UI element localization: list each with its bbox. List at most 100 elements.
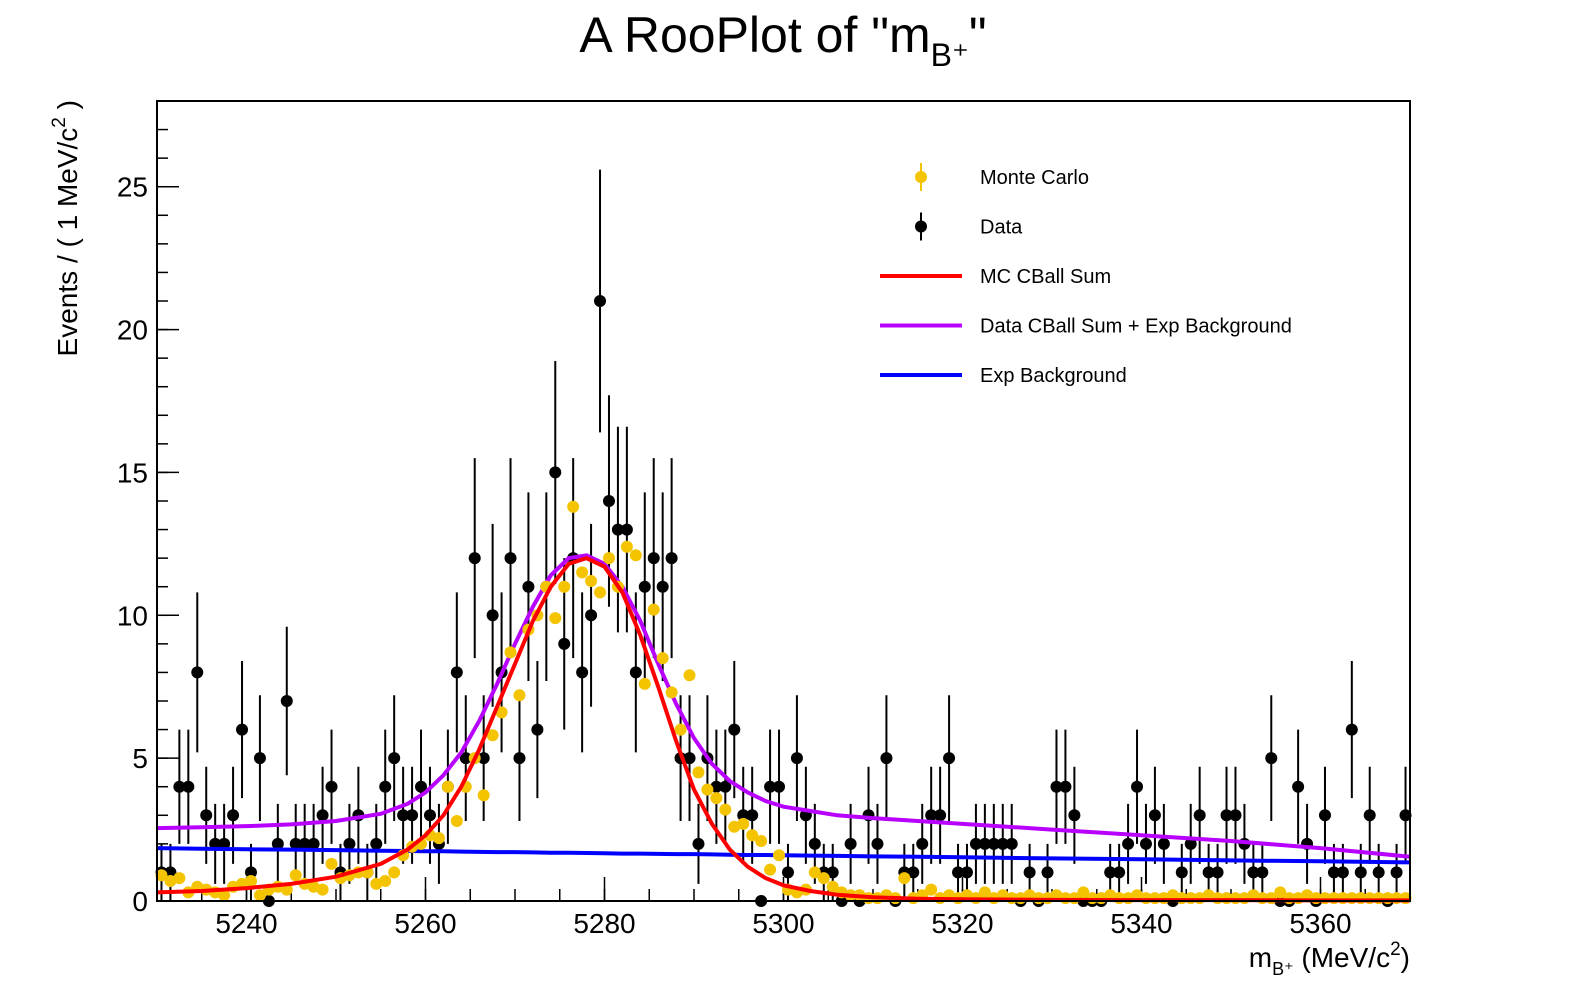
data-point bbox=[808, 866, 821, 879]
x-label-unit: (MeV/c bbox=[1294, 942, 1390, 973]
data-point bbox=[674, 723, 687, 736]
data-point bbox=[1265, 752, 1278, 765]
data-point bbox=[495, 706, 508, 719]
data-point bbox=[1175, 866, 1188, 879]
data-point bbox=[683, 669, 696, 682]
data-point bbox=[1139, 837, 1152, 850]
data-point bbox=[227, 809, 240, 822]
data-point bbox=[218, 837, 231, 850]
data-point bbox=[611, 523, 624, 536]
y-tick-label: 10 bbox=[117, 600, 148, 631]
data-point bbox=[298, 837, 311, 850]
y-tick-label: 25 bbox=[117, 172, 148, 203]
data-point bbox=[790, 752, 803, 765]
data-point bbox=[379, 780, 392, 793]
data-point bbox=[585, 609, 598, 622]
data-point bbox=[1193, 809, 1206, 822]
data-point bbox=[173, 872, 186, 885]
data-point bbox=[764, 863, 777, 876]
legend-marker bbox=[915, 220, 927, 233]
data-point bbox=[576, 566, 589, 579]
x-label-end: ) bbox=[1401, 942, 1410, 973]
data-point bbox=[719, 803, 732, 816]
data-point bbox=[746, 809, 759, 822]
data-point bbox=[1292, 780, 1305, 793]
title-end: " bbox=[969, 7, 987, 63]
data-point bbox=[594, 295, 607, 307]
data-point bbox=[665, 686, 678, 699]
data-point bbox=[934, 809, 947, 822]
data-point bbox=[1148, 809, 1161, 822]
data-point bbox=[504, 552, 517, 565]
data-point bbox=[665, 552, 678, 565]
data-point bbox=[576, 666, 589, 679]
data-point bbox=[558, 637, 571, 650]
data-point bbox=[728, 723, 741, 736]
data-point bbox=[817, 872, 830, 885]
data-point bbox=[1041, 866, 1054, 879]
data-point bbox=[191, 666, 204, 679]
title-sub: B⁺ bbox=[931, 37, 969, 73]
data-point bbox=[477, 789, 490, 802]
data-point bbox=[638, 580, 651, 593]
data-point bbox=[280, 695, 293, 707]
data-point bbox=[629, 549, 642, 562]
data-point bbox=[978, 886, 991, 899]
data-point bbox=[1077, 886, 1090, 899]
data-point bbox=[871, 837, 884, 850]
data-point bbox=[638, 677, 651, 690]
data-point bbox=[1345, 723, 1358, 736]
data-point bbox=[1247, 866, 1260, 879]
data-point bbox=[737, 809, 750, 822]
data-point bbox=[1372, 866, 1385, 879]
data-point bbox=[1256, 866, 1269, 879]
y-tick-label: 5 bbox=[132, 743, 148, 774]
data-point bbox=[755, 835, 768, 847]
data-point bbox=[996, 837, 1009, 850]
data-point bbox=[647, 552, 660, 565]
data-point bbox=[701, 783, 714, 796]
data-point bbox=[379, 875, 392, 887]
data-point bbox=[602, 495, 615, 507]
legend-label: Data bbox=[980, 217, 1023, 239]
data-point bbox=[692, 766, 705, 779]
data-point bbox=[960, 866, 973, 879]
y-label-sup: 2 bbox=[49, 117, 70, 128]
data-point bbox=[558, 580, 571, 593]
data-point bbox=[567, 500, 580, 513]
y-label-text: Events / ( 1 MeV/c bbox=[52, 128, 83, 357]
data-point bbox=[423, 809, 436, 822]
data-point bbox=[468, 552, 481, 565]
data-point bbox=[236, 723, 249, 736]
data-point bbox=[1202, 866, 1215, 879]
data-point bbox=[952, 866, 965, 879]
data-point bbox=[513, 752, 526, 765]
data-point bbox=[916, 837, 929, 850]
data-point bbox=[307, 837, 320, 850]
data-point bbox=[1104, 866, 1117, 879]
data-point bbox=[773, 780, 786, 793]
data-point bbox=[602, 552, 615, 565]
data-point bbox=[549, 466, 562, 479]
data-point bbox=[647, 603, 660, 616]
legend-label: Monte Carlo bbox=[980, 167, 1089, 189]
data-point bbox=[629, 666, 642, 679]
fit-curve bbox=[156, 555, 1410, 903]
data-point bbox=[253, 889, 266, 902]
data-point bbox=[289, 837, 302, 850]
data-point bbox=[692, 837, 705, 850]
data-point bbox=[486, 609, 499, 622]
data-point bbox=[218, 889, 231, 902]
data-point bbox=[253, 752, 266, 765]
data-point bbox=[1220, 809, 1233, 822]
chart-title: A RooPlot of "mB⁺" bbox=[579, 7, 986, 73]
x-tick-label: 5280 bbox=[573, 908, 635, 939]
legend-label: Data CBall Sum + Exp Background bbox=[980, 316, 1292, 338]
data-point bbox=[1113, 866, 1126, 879]
data-point bbox=[316, 809, 329, 822]
data-point bbox=[388, 752, 401, 765]
data-point bbox=[441, 780, 454, 793]
y-label-end: ) bbox=[52, 100, 83, 117]
